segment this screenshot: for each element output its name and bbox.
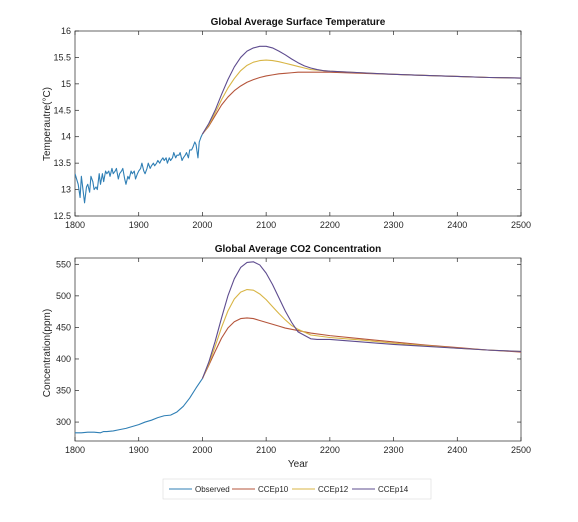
y-tick-label: 16 — [61, 26, 71, 36]
temperature-chart: Global Average Surface Temperature Tempe… — [42, 17, 531, 230]
series-line-observed — [75, 378, 203, 434]
y-tick-label: 12.5 — [53, 211, 71, 221]
y-tick-label: 15.5 — [53, 52, 71, 62]
x-axis-label: Year — [288, 459, 309, 470]
y-tick-label: 400 — [56, 354, 71, 364]
y-tick-label: 15 — [61, 79, 71, 89]
x-tick-label: 1800 — [65, 220, 85, 230]
series-line-observed — [75, 133, 203, 204]
legend-label: CCEp14 — [378, 485, 409, 494]
legend-item-observed: Observed — [169, 485, 230, 494]
legend: Observed CCEp10 CCEp12 CCEp14 — [162, 478, 432, 500]
legend-item-ccep10: CCEp10 — [232, 485, 289, 494]
y-tick-label: 14 — [61, 132, 71, 142]
chart-title: Global Average Surface Temperature — [211, 17, 386, 28]
y-tick-label: 500 — [56, 291, 71, 301]
legend-item-ccep12: CCEp12 — [292, 485, 349, 494]
x-tick-label: 2100 — [256, 220, 276, 230]
x-tick-label: 2400 — [447, 220, 467, 230]
x-tick-label: 2400 — [447, 445, 467, 455]
x-tick-label: 2500 — [511, 220, 531, 230]
y-axis-label: Concentration(ppm) — [42, 309, 53, 397]
legend-label: CCEp10 — [258, 485, 289, 494]
y-axis-label: Temperautre(°C) — [42, 87, 53, 161]
y-tick-label: 350 — [56, 386, 71, 396]
x-tick-label: 2000 — [192, 220, 212, 230]
x-tick-label: 1900 — [129, 220, 149, 230]
legend-label: Observed — [195, 485, 230, 494]
chart-title: Global Average CO2 Concentration — [215, 244, 382, 255]
series-line-ccep12 — [201, 288, 521, 379]
y-tick-label: 450 — [56, 322, 71, 332]
series-line-ccep14 — [201, 45, 521, 135]
plot-area — [74, 30, 522, 217]
y-tick-label: 13 — [61, 185, 71, 195]
x-tick-label: 2100 — [256, 445, 276, 455]
x-tick-label: 1800 — [65, 445, 85, 455]
series-line-ccep10 — [201, 317, 521, 379]
co2-chart: Global Average CO2 Concentration Concent… — [42, 244, 531, 470]
plot-area — [74, 257, 522, 442]
x-tick-label: 2000 — [192, 445, 212, 455]
legend-item-ccep14: CCEp14 — [352, 485, 409, 494]
x-tick-label: 2300 — [384, 445, 404, 455]
x-tick-label: 2200 — [320, 445, 340, 455]
y-tick-label: 13.5 — [53, 158, 71, 168]
y-tick-label: 14.5 — [53, 105, 71, 115]
y-tick-label: 550 — [56, 259, 71, 269]
x-tick-label: 2300 — [384, 220, 404, 230]
x-tick-label: 2500 — [511, 445, 531, 455]
x-tick-label: 1900 — [129, 445, 149, 455]
series-line-ccep14 — [201, 261, 521, 379]
y-tick-label: 300 — [56, 417, 71, 427]
legend-label: CCEp12 — [318, 485, 349, 494]
x-tick-label: 2200 — [320, 220, 340, 230]
